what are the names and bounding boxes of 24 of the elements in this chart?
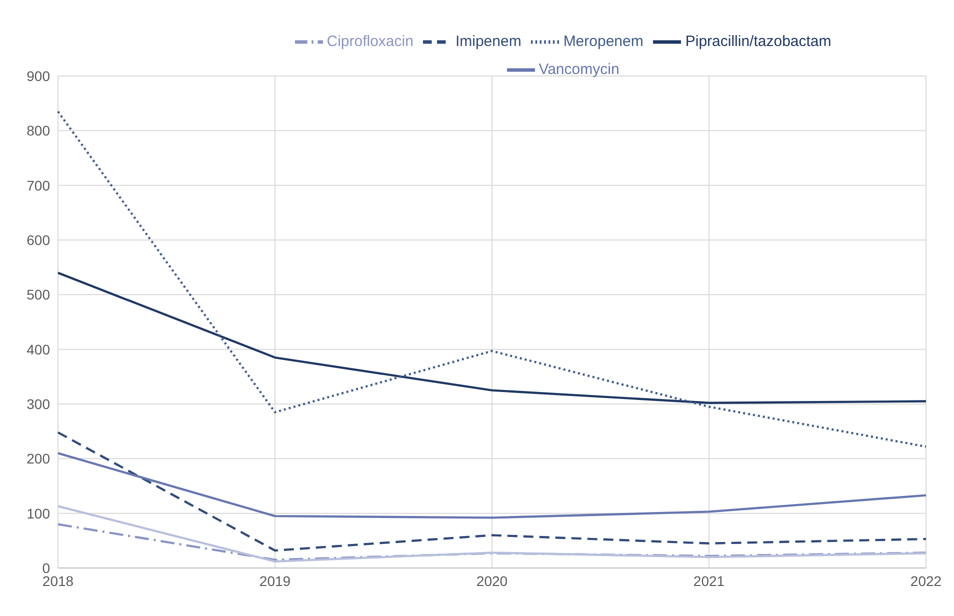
y-tick-label: 200 — [26, 450, 50, 467]
x-tick-label: 2019 — [259, 572, 291, 589]
line-series — [56, 110, 928, 448]
y-tick-label: 800 — [26, 122, 50, 139]
line-series — [56, 431, 928, 552]
y-tick-label: 900 — [26, 68, 50, 84]
y-tick-label: 700 — [26, 177, 50, 194]
line-series — [56, 523, 928, 561]
legend-label: Vancomycin — [538, 60, 620, 78]
line-series — [56, 505, 928, 563]
y-tick-label: 500 — [26, 286, 50, 303]
line-series — [56, 272, 928, 404]
legend-label: Ciprofloxacin — [326, 32, 414, 50]
line-series — [56, 452, 928, 519]
y-tick-label: 400 — [26, 341, 50, 358]
y-tick-label: 600 — [26, 232, 50, 248]
legend-label: Imipenem — [455, 32, 522, 50]
legend-label: Meropenem — [563, 32, 644, 50]
x-tick-label: 2021 — [693, 572, 725, 589]
y-tick-label: 100 — [26, 505, 50, 522]
x-tick-label: 2020 — [476, 572, 508, 589]
y-tick-label: 300 — [26, 396, 50, 412]
x-tick-label: 2022 — [910, 572, 942, 589]
legend-label: Pipracillin/tazobactam — [685, 32, 832, 50]
